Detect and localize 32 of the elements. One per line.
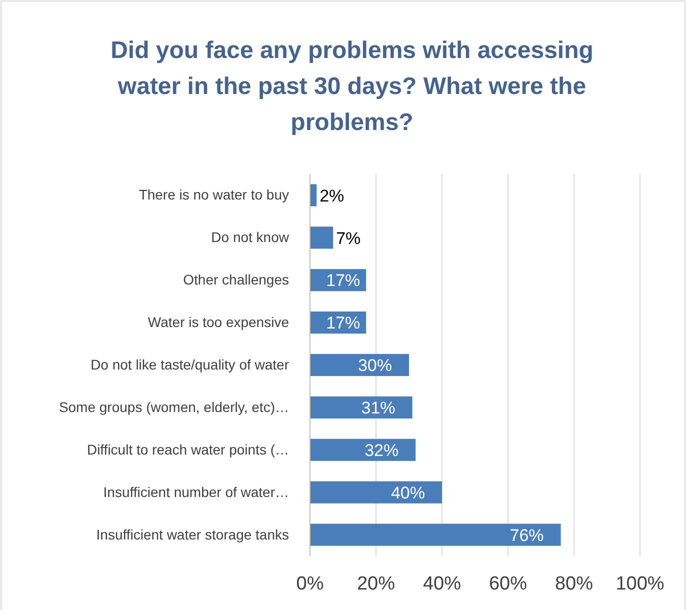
x-tick-label: 60% — [488, 573, 528, 594]
data-label: 17% — [326, 271, 360, 290]
y-tick-label: There is no water to buy — [138, 186, 289, 203]
data-label: 32% — [364, 441, 399, 460]
data-label: 17% — [326, 314, 360, 333]
data-label: 2% — [320, 186, 344, 206]
x-tick-label: 100% — [616, 573, 664, 594]
y-tick-label: Do not like taste/quality of water — [90, 356, 290, 372]
x-tick-label: 40% — [422, 573, 462, 594]
y-tick-label: Do not know — [211, 229, 290, 246]
x-tick-label: 0% — [296, 573, 324, 594]
y-tick-label: Other challenges — [183, 272, 289, 288]
y-tick-label: Some groups (women, elderly, etc)… — [58, 398, 289, 415]
data-label: 76% — [510, 526, 544, 545]
bar — [310, 438, 416, 461]
data-label: 7% — [336, 228, 361, 248]
chart-title: Did you face any problems with accessing water in the past 30 days? What were the problems? — [110, 37, 594, 136]
y-tick-label: Water is too expensive — [148, 314, 290, 330]
data-label: 30% — [358, 356, 392, 376]
y-tick-label: Insufficient water storage tanks — [96, 526, 289, 542]
bar — [310, 184, 317, 206]
x-tick-label: 20% — [356, 573, 396, 594]
bar — [310, 481, 442, 504]
bar — [310, 354, 409, 376]
bar — [310, 226, 334, 249]
data-label: 31% — [361, 398, 396, 418]
y-tick-label: Difficult to reach water points (… — [86, 441, 289, 458]
bar — [310, 524, 561, 546]
bar — [310, 396, 412, 418]
data-label: 40% — [390, 483, 425, 502]
x-tick-label: 80% — [554, 573, 594, 594]
y-tick-label: Insufficient number of water… — [103, 484, 289, 500]
